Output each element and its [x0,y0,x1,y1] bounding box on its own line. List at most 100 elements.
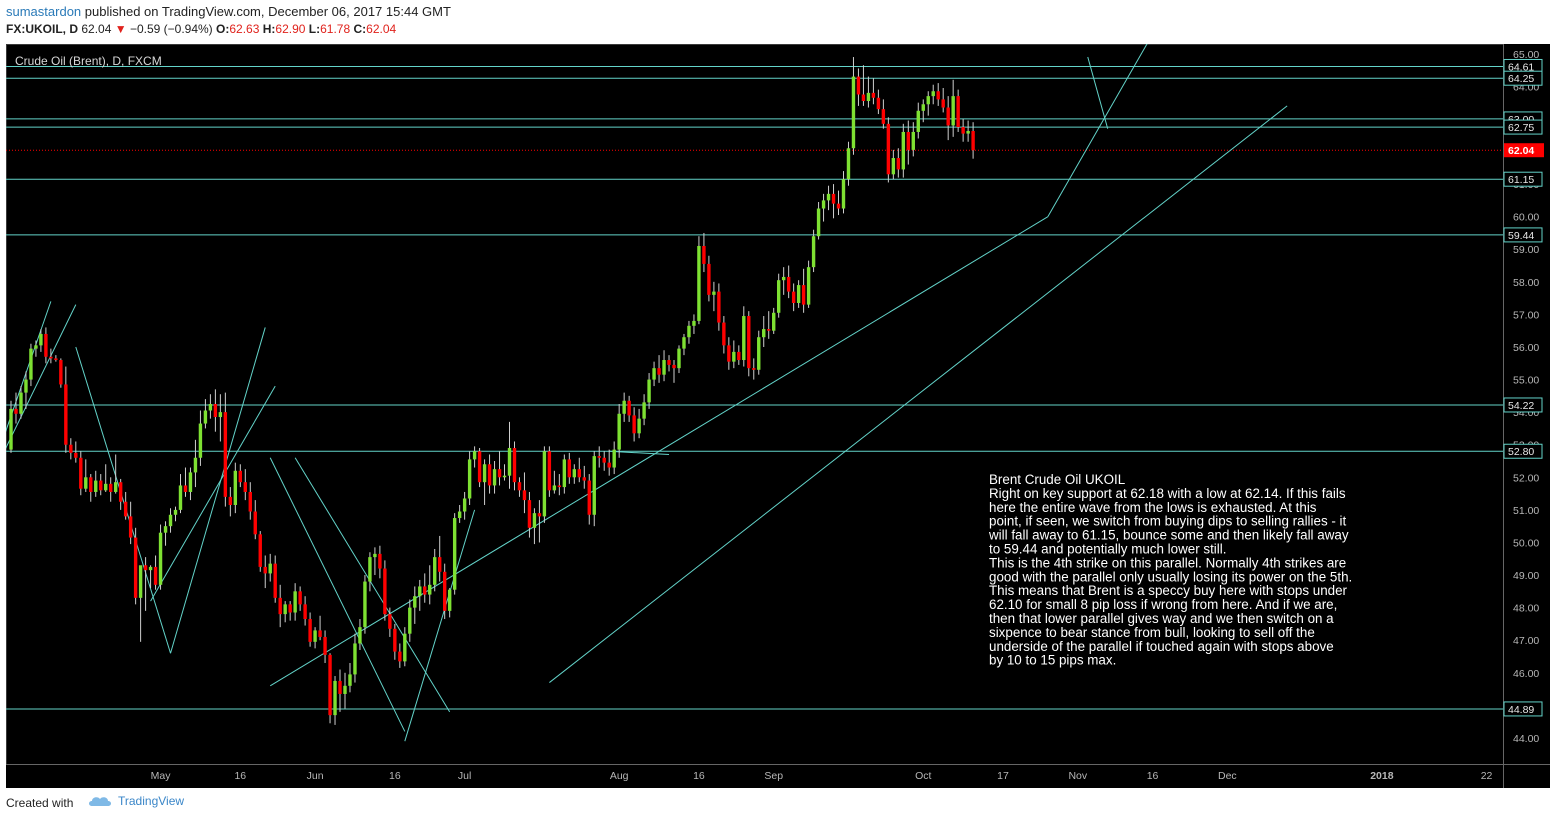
candle-body [617,413,621,450]
candle-body [49,356,53,359]
candle-body [562,459,567,488]
candle-body [273,563,277,598]
y-tick-label: 46.00 [1513,668,1539,680]
candle-body [467,459,472,499]
candle-body [9,408,13,450]
candle-body [74,452,78,458]
candle-body [138,565,143,598]
candle-body [856,76,861,95]
candle-body [866,92,871,102]
candle-body [956,96,960,128]
candle-body [652,368,656,380]
candle-body [906,131,910,150]
candle-body [876,97,881,110]
annotation-line: will fall away to 61.15, bounce some and… [988,528,1349,543]
candle-body [901,131,906,170]
chart-header: sumastardon published on TradingView.com… [0,0,1556,44]
candle-body [447,589,452,611]
x-tick-label: May [151,770,172,782]
candle-body [208,404,213,411]
candle-body [253,511,257,535]
annotation-line: to 59.44 and potentially much lower stil… [989,542,1226,557]
candle-body [821,200,826,209]
candle-body [413,596,417,608]
candle-body [971,130,975,151]
candle-body [278,597,282,615]
candle-body [836,203,841,209]
publish-info: sumastardon published on TradingView.com… [6,4,451,19]
candle-body [577,469,581,478]
candle-body [393,628,397,652]
candle-body [89,477,93,492]
last-price: 62.04 [81,22,112,36]
candle-body [238,470,243,483]
annotation-line: point, if seen, we switch from buying di… [989,514,1347,529]
last-price-tag-label: 62.04 [1508,145,1534,157]
candle-body [168,514,173,527]
candle-body [263,566,267,574]
price-level-tag-label: 44.89 [1508,704,1534,716]
price-level-tag-label: 61.15 [1508,174,1534,186]
candle-body [826,193,831,201]
candle-body [921,104,925,111]
candle-body [328,654,332,716]
candle-body [557,485,562,488]
candle-body [732,351,736,362]
down-arrow-icon: ▼ [114,22,127,36]
annotation-line: underside of the parallel if touched aga… [989,639,1334,654]
price-level-tag-label: 62.75 [1508,122,1534,134]
candle-body [742,316,746,361]
candle-body [497,469,502,478]
candle-body [667,360,671,365]
candle-body [158,532,163,585]
candle-body [118,482,123,502]
x-tick-label: 16 [693,770,705,782]
candle-body [532,513,537,528]
candle-body [462,498,467,512]
candle-body [198,423,203,458]
candle-body [776,280,781,313]
publisher-link[interactable]: sumastardon [6,4,82,19]
candle-body [84,477,88,489]
candle-body [457,511,462,519]
y-tick-label: 49.00 [1513,570,1539,582]
y-tick-label: 50.00 [1513,537,1539,549]
candle-body [492,469,497,486]
tradingview-cloud-icon [89,797,111,806]
candle-body [552,485,557,491]
candle-body [931,91,935,97]
candle-body [358,627,362,644]
y-tick-label: 48.00 [1513,603,1539,615]
trendline [1047,33,1153,217]
chart-area[interactable]: 44.0045.0046.0047.0048.0049.0050.0051.00… [0,33,1550,788]
candle-body [323,636,327,655]
x-tick-label: Nov [1068,770,1087,782]
candle-body [572,469,577,478]
y-tick-label: 52.00 [1513,472,1539,484]
y-tick-label: 44.00 [1513,733,1539,745]
candle-body [24,379,28,393]
candle-body [642,402,646,419]
tradingview-link[interactable]: TradingView [88,794,184,808]
candle-body [79,457,83,489]
candle-body [348,674,352,686]
y-tick-label: 59.00 [1513,244,1539,256]
candle-body [428,584,432,595]
annotation-line: Right on key support at 62.18 with a low… [989,486,1346,501]
annotation-line: by 10 to 15 pips max. [989,653,1116,668]
candle-body [607,462,611,468]
price-chart[interactable]: 44.0045.0046.0047.0048.0049.0050.0051.00… [0,33,1550,788]
candle-body [298,591,302,605]
annotation-line: This is the 4th strike on this parallel.… [989,555,1346,570]
candle-body [537,513,542,517]
candle-body [786,276,791,292]
candle-body [597,456,601,458]
price-level-tag-label: 64.61 [1508,61,1534,73]
candle-body [547,451,552,491]
candle-body [14,408,18,414]
trendline [170,327,266,654]
candle-body [423,586,427,595]
candle-body [647,379,651,403]
candle-body [99,480,103,491]
candle-body [188,472,193,492]
